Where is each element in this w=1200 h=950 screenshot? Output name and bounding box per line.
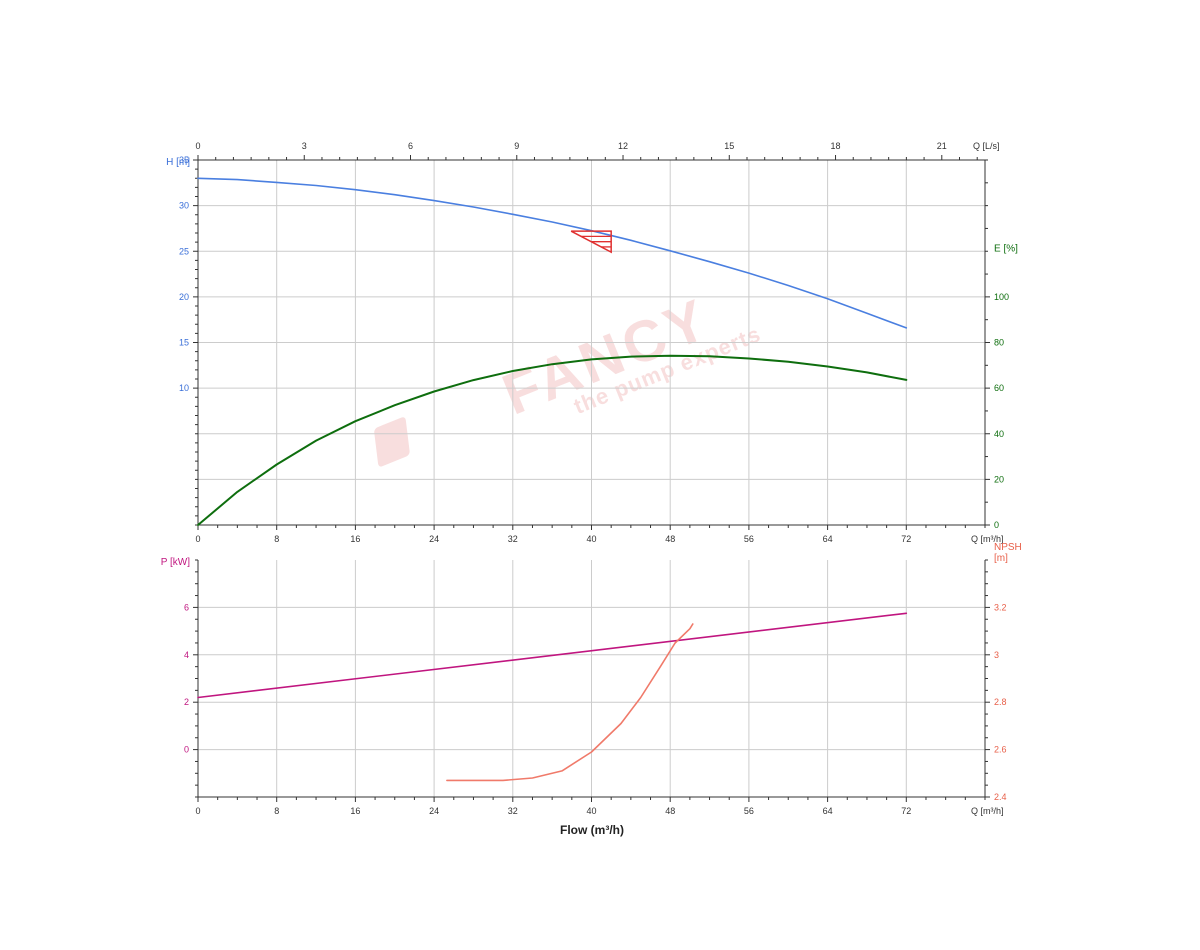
y-left-tick-label: 35 xyxy=(179,155,189,165)
npsh-curve xyxy=(446,623,694,782)
x-tick-label: 32 xyxy=(508,534,518,544)
y-right-unit-line: NPSH xyxy=(994,542,1022,553)
x-top-axis-unit: Q [L/s] xyxy=(973,141,1000,151)
x-top-tick-label: 9 xyxy=(514,141,519,151)
x-tick-label: 40 xyxy=(586,806,596,816)
x-tick-label: 16 xyxy=(350,806,360,816)
x-top-tick-label: 21 xyxy=(937,141,947,151)
x-tick-label: 56 xyxy=(744,534,754,544)
y-right-tick-label: 40 xyxy=(994,429,1004,439)
y-left-tick-label: 0 xyxy=(184,745,189,755)
x-tick-label: 48 xyxy=(665,534,675,544)
x-tick-label: 72 xyxy=(901,806,911,816)
x-tick-label: 0 xyxy=(195,806,200,816)
x-tick-label: 24 xyxy=(429,534,439,544)
y-left-tick-label: 4 xyxy=(184,650,189,660)
x-tick-label: 40 xyxy=(586,534,596,544)
x-tick-label: 32 xyxy=(508,806,518,816)
y-right-tick-label: 2.4 xyxy=(994,792,1007,802)
y-right-tick-label: 3 xyxy=(994,650,999,660)
x-tick-label: 16 xyxy=(350,534,360,544)
y-right-unit-line: [m] xyxy=(994,553,1008,564)
x-tick-label: 24 xyxy=(429,806,439,816)
efficiency-curve xyxy=(197,354,908,526)
x-tick-label: 64 xyxy=(823,534,833,544)
y-right-tick-label: 20 xyxy=(994,474,1004,484)
x-top-tick-label: 0 xyxy=(195,141,200,151)
x-tick-label: 8 xyxy=(274,806,279,816)
y-right-tick-label: 3.2 xyxy=(994,602,1007,612)
y-left-tick-label: 10 xyxy=(179,383,189,393)
x-tick-label: 8 xyxy=(274,534,279,544)
y-left-tick-label: 20 xyxy=(179,292,189,302)
x-axis-unit: Q [m³/h] xyxy=(971,534,1004,544)
y-left-tick-label: 25 xyxy=(179,246,189,256)
x-top-tick-label: 6 xyxy=(408,141,413,151)
head-curve xyxy=(197,177,908,329)
y-right-tick-label: 100 xyxy=(994,292,1009,302)
y-right-tick-label: 2.8 xyxy=(994,697,1007,707)
y-left-unit: H [m] xyxy=(166,157,190,168)
x-tick-label: 72 xyxy=(901,534,911,544)
x-tick-label: 56 xyxy=(744,806,754,816)
head-efficiency-panel: 0 8 16 24 32 40 48 56 64 72 Q [m³/h]101520253035H … xyxy=(166,141,1018,544)
y-right-tick-label: 60 xyxy=(994,383,1004,393)
x-top-tick-label: 12 xyxy=(618,141,628,151)
power-curve xyxy=(197,612,908,699)
y-right-tick-label: 0 xyxy=(994,520,999,530)
y-right-unit: E [%] xyxy=(994,243,1018,254)
x-tick-label: 64 xyxy=(823,806,833,816)
y-left-tick-label: 2 xyxy=(184,697,189,707)
duty-point-marker xyxy=(570,230,612,254)
flow-axis-title: Flow (m³/h) xyxy=(560,823,624,837)
x-tick-label: 48 xyxy=(665,806,675,816)
y-right-tick-label: 80 xyxy=(994,338,1004,348)
x-top-tick-label: 3 xyxy=(302,141,307,151)
y-left-unit: P [kW] xyxy=(161,557,190,568)
x-axis-unit: Q [m³/h] xyxy=(971,806,1004,816)
x-top-tick-label: 18 xyxy=(831,141,841,151)
y-left-tick-label: 6 xyxy=(184,602,189,612)
y-left-tick-label: 15 xyxy=(179,338,189,348)
y-left-tick-label: 30 xyxy=(179,201,189,211)
x-tick-label: 0 xyxy=(195,534,200,544)
x-top-tick-label: 15 xyxy=(724,141,734,151)
y-right-tick-label: 2.6 xyxy=(994,745,1007,755)
watermark-logo-mark xyxy=(374,417,410,467)
